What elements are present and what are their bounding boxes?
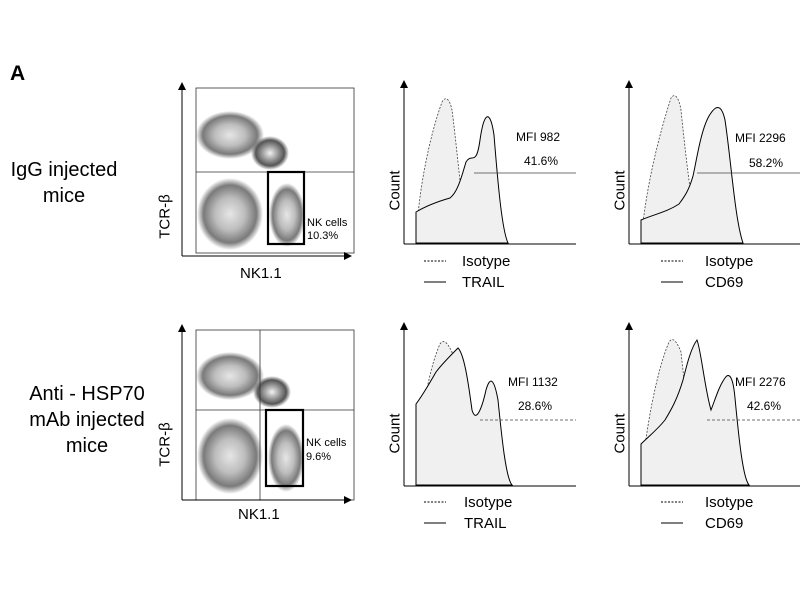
row-label-anti-hsp70: Anti - HSP70 mAb injected mice <box>0 381 177 459</box>
percent-label: 28.6% <box>518 399 552 413</box>
density-plot-bottom-svg: NK cells 9.6% <box>178 324 355 504</box>
density-population-nk <box>269 183 305 247</box>
y-axis-label: TCR-β <box>156 422 174 467</box>
gate-label-line: NK cells <box>307 217 348 229</box>
legend-label-marker: TRAIL <box>462 274 505 291</box>
row-label-line: IgG injected <box>10 159 118 181</box>
mfi-label: MFI 2276 <box>735 375 786 389</box>
y-axis-label: Count <box>611 170 629 211</box>
y-axis-label: Count <box>386 413 404 454</box>
percent-label: 41.6% <box>524 154 558 168</box>
row-label-line: mice <box>65 435 109 457</box>
legend-label-marker: CD69 <box>705 515 743 532</box>
histogram-cd69-top: MFI 2296 58.2% Isotype CD69 Count <box>605 80 800 300</box>
y-axis-label: TCR-β <box>156 194 174 239</box>
density-population-nkt <box>253 376 291 408</box>
row-label-line: mice <box>42 185 86 207</box>
marker-histogram <box>640 107 744 244</box>
y-axis-label: Count <box>386 170 404 211</box>
mfi-label: MFI 1132 <box>508 375 558 389</box>
marker-histogram <box>640 338 751 486</box>
density-plot-top-svg: NK cells 10.3% <box>178 82 355 260</box>
density-population-tcr-positive <box>196 352 264 400</box>
histogram-svg: MFI 2296 58.2% Isotype CD69 <box>625 80 800 291</box>
histogram-svg: MFI 2276 42.6% Isotype CD69 <box>625 322 800 532</box>
percent-label: 42.6% <box>747 399 781 413</box>
histogram-trail-bottom: MFI 1132 28.6% Isotype TRAIL Count <box>380 320 580 540</box>
row-label-line: mAb injected <box>29 409 145 431</box>
legend-label-isotype: Isotype <box>464 494 512 511</box>
row-label-igg: IgG injected mice <box>0 157 154 209</box>
nk-cell-gate <box>266 170 306 246</box>
x-axis-label: NK1.1 <box>238 506 280 523</box>
nk-cell-gate <box>264 408 305 488</box>
gate-label-line: 9.6% <box>306 451 331 463</box>
density-population-double-negative <box>197 178 263 250</box>
histogram-svg: MFI 1132 28.6% Isotype TRAIL <box>400 322 576 532</box>
x-axis-label: NK1.1 <box>240 265 282 282</box>
y-axis-label: Count <box>611 413 629 454</box>
legend-label-marker: CD69 <box>705 274 743 291</box>
legend-label-marker: TRAIL <box>464 515 507 532</box>
legend-label-isotype: Isotype <box>462 253 510 270</box>
gate-label-line: NK cells <box>306 437 347 449</box>
density-population-double-negative <box>197 418 263 494</box>
density-plot-bottom: NK cells 9.6% NK1.1 TCR-β <box>156 320 360 523</box>
histogram-cd69-bottom: MFI 2276 42.6% Isotype CD69 Count <box>605 320 800 540</box>
histogram-svg: MFI 982 41.6% Isotype TRAIL <box>400 80 576 291</box>
percent-label: 58.2% <box>749 156 783 170</box>
legend-label-isotype: Isotype <box>705 494 753 511</box>
density-population-nkt <box>251 136 289 170</box>
mfi-label: MFI 982 <box>516 130 560 144</box>
panel-label: A <box>10 62 26 85</box>
marker-histogram <box>415 116 509 244</box>
gate-label-line: 10.3% <box>307 230 338 242</box>
row-label-line: Anti - HSP70 <box>29 383 145 405</box>
marker-histogram <box>415 347 514 486</box>
density-population-nk <box>268 424 304 492</box>
density-population-tcr-positive <box>196 111 264 159</box>
density-plot-top: NK cells 10.3% NK1.1 TCR-β <box>156 80 360 282</box>
legend-label-isotype: Isotype <box>705 253 753 270</box>
histogram-trail-top: MFI 982 41.6% Isotype TRAIL Count <box>380 80 580 300</box>
mfi-label: MFI 2296 <box>735 131 786 145</box>
